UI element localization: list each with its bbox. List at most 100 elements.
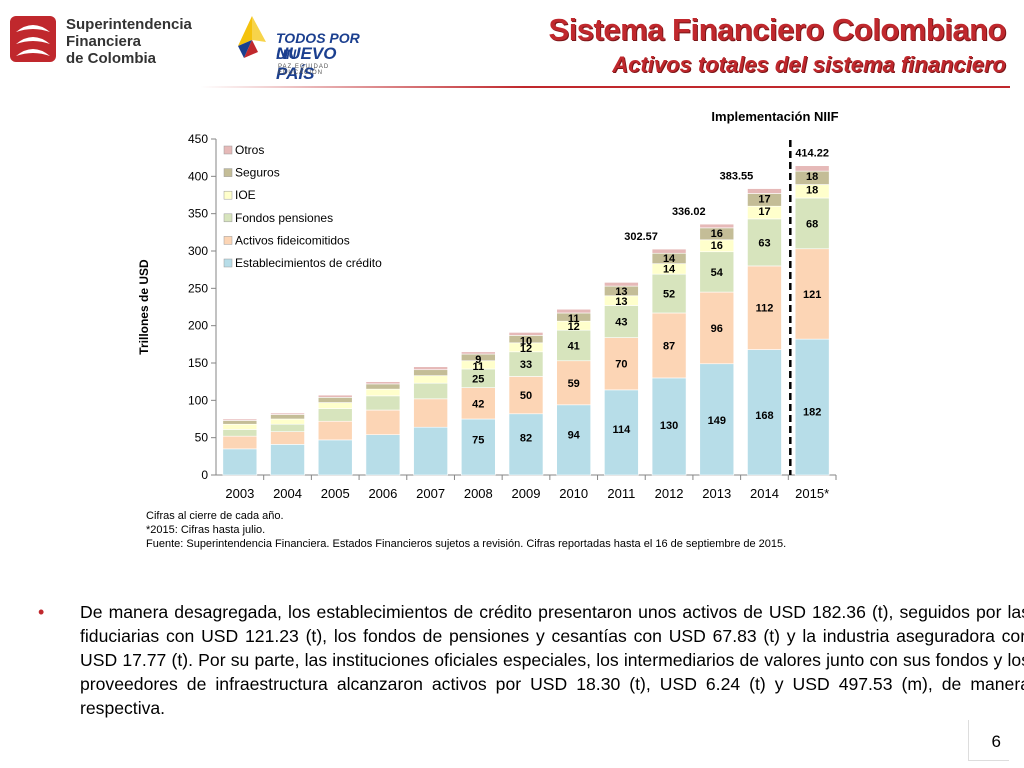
data-label: 52 <box>663 289 675 301</box>
data-label: 11 <box>472 361 484 373</box>
data-label: 114 <box>613 424 632 436</box>
data-label: 168 <box>755 410 773 422</box>
sfc-logo-line-3: de Colombia <box>66 50 157 67</box>
bar-segment <box>556 360 591 406</box>
data-label: 68 <box>806 218 818 230</box>
bar-segment <box>317 408 353 422</box>
data-label: 12 <box>520 343 532 355</box>
data-label: 33 <box>520 359 532 371</box>
bar-segment <box>413 366 448 371</box>
bar-segment <box>317 402 353 409</box>
bar-segment <box>365 434 401 476</box>
bar-segment <box>699 223 735 229</box>
data-label: 70 <box>615 359 627 371</box>
data-label: 17 <box>758 206 770 218</box>
data-label: 25 <box>472 373 484 385</box>
x-tick-label: 2012 <box>655 486 684 501</box>
data-label: 14 <box>663 264 676 276</box>
gov-logo-line-3: PAZ EQUIDAD EDUCACIÓN <box>278 64 330 76</box>
bar-segment <box>699 363 735 476</box>
x-tick-label: 2015* <box>795 486 829 501</box>
bar-segment <box>317 439 353 476</box>
data-label: 41 <box>568 340 580 352</box>
legend-label: Fondos pensiones <box>235 211 333 225</box>
bar-segment <box>270 444 305 476</box>
bar-segment <box>699 251 735 293</box>
data-label: 13 <box>615 286 627 298</box>
x-tick-label: 2014 <box>750 486 779 501</box>
summary-text: De manera desagregada, los establecimien… <box>80 602 1024 718</box>
bar-segment <box>365 388 401 397</box>
data-label: 13 <box>615 296 627 308</box>
bar-segment <box>413 398 448 428</box>
footnote-1: Cifras al cierre de cada año. <box>146 510 284 522</box>
bar-segment <box>413 375 448 384</box>
bar-segment <box>365 409 401 435</box>
bar-segment <box>222 448 258 476</box>
legend-label: IOE <box>235 188 256 202</box>
gov-logo-line-1: TODOS POR UN <box>276 30 360 62</box>
bar-segment <box>222 435 258 450</box>
data-label: 10 <box>520 335 532 347</box>
y-tick-label: 450 <box>188 132 208 146</box>
gov-logo-line-2: NUEVO PAÍS <box>276 44 337 83</box>
bar-segment <box>461 418 496 476</box>
data-label: 42 <box>472 398 484 410</box>
page-title: Sistema Financiero Colombiano <box>548 12 1007 47</box>
title-divider <box>200 86 1010 88</box>
x-tick-label: 2007 <box>416 486 445 501</box>
page-subtitle: Activos totales del sistema financiero <box>612 52 1006 77</box>
y-tick-label: 400 <box>188 169 208 183</box>
data-label: 82 <box>520 433 532 445</box>
legend-swatch <box>223 236 233 245</box>
x-tick-label: 2004 <box>273 486 302 501</box>
bar-segment <box>461 387 496 420</box>
y-tick-label: 200 <box>188 319 208 333</box>
chart-footnotes: Cifras al cierre de cada año. *2015: Cif… <box>146 509 786 551</box>
data-label: 18 <box>806 185 818 197</box>
bar-segment <box>651 377 687 476</box>
bar-segment <box>556 308 591 314</box>
bar-segment <box>747 265 782 350</box>
bar-segment <box>747 188 782 194</box>
bar-segment <box>556 404 591 476</box>
total-label: 302.57 <box>624 231 658 243</box>
legend-swatch <box>223 258 233 268</box>
colombia-flag-emblem-icon <box>238 16 266 58</box>
bar-segment <box>556 329 591 362</box>
y-axis-title: Trillones de USD <box>137 259 151 355</box>
data-label: 43 <box>615 317 627 329</box>
page-number: 6 <box>991 732 1001 751</box>
y-tick-label: 350 <box>188 207 208 221</box>
y-tick-label: 250 <box>188 281 208 295</box>
data-label: 11 <box>568 313 580 325</box>
data-label: 18 <box>806 171 818 183</box>
assets-stacked-bar-chart: 0 50 100 150 200 250 300 350 400 450 Trillones de … <box>137 109 839 501</box>
data-label: 149 <box>708 415 726 427</box>
bar-segment <box>270 414 305 420</box>
bar-segment <box>222 420 258 425</box>
bar-segment <box>604 282 639 287</box>
y-tick-label: 0 <box>201 468 208 482</box>
x-tick-label: 2009 <box>512 486 541 501</box>
legend-swatch <box>223 213 233 223</box>
total-label: 336.02 <box>672 206 706 218</box>
total-label: 383.55 <box>720 171 754 183</box>
bar-segment <box>270 418 305 425</box>
bar-segment <box>651 273 687 314</box>
bar-segment <box>794 165 830 172</box>
legend-swatch <box>223 168 233 177</box>
bar-segment <box>413 426 448 476</box>
niif-annotation: Implementación NIIF <box>711 109 838 124</box>
footnote-3: Fuente: Superintendencia Financiera. Est… <box>146 538 787 550</box>
sfc-logo-line-2: Financiera <box>66 33 142 50</box>
bar-segment <box>222 423 258 430</box>
bar-segment <box>508 332 544 336</box>
legend-label: Establecimientos de crédito <box>235 256 382 270</box>
bar-segment <box>794 248 830 340</box>
data-label: 50 <box>520 390 532 402</box>
bar-segment <box>365 383 401 390</box>
bar-segment <box>222 429 258 437</box>
x-tick-label: 2011 <box>607 486 635 501</box>
data-label: 87 <box>663 340 675 352</box>
